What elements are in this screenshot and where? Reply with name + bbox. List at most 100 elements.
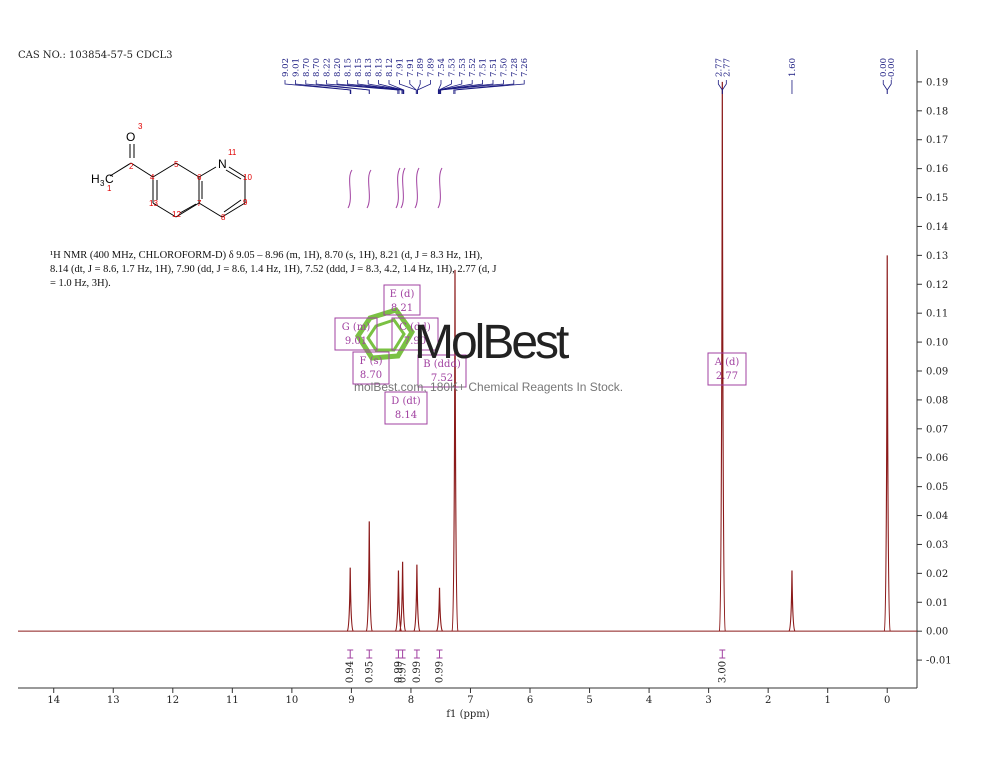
peak-label-leader bbox=[417, 80, 421, 94]
integral-bracket bbox=[399, 649, 406, 659]
atom-number: 4 bbox=[150, 173, 155, 182]
peak-label: 2.77 bbox=[722, 58, 732, 77]
x-tick-label: 10 bbox=[286, 695, 299, 706]
bond bbox=[152, 162, 177, 178]
peak-label: 0.00 bbox=[879, 58, 889, 77]
peak-label-leader bbox=[438, 80, 463, 94]
multiplet-shift: 2.77 bbox=[716, 371, 738, 382]
y2-tick-label: 0.17 bbox=[926, 135, 948, 146]
peak-label: 7.51 bbox=[489, 58, 499, 77]
y2-tick-label: 0.00 bbox=[926, 627, 948, 638]
multiplet-shift: 7.52 bbox=[431, 373, 453, 384]
integral-bracket bbox=[436, 649, 443, 659]
description-line: ¹H NMR (400 MHz, CHLOROFORM-D) δ 9.05 – … bbox=[50, 250, 483, 261]
peak-label: 7.50 bbox=[499, 58, 509, 77]
peak-label: -0.00 bbox=[887, 58, 897, 80]
watermark-tagline: molBest.com, 180K+ Chemical Reagents In … bbox=[354, 380, 623, 394]
peak-label: 7.89 bbox=[427, 58, 437, 77]
y2-tick-label: 0.01 bbox=[926, 598, 948, 609]
multiplet-label: G (m) bbox=[342, 322, 371, 333]
x-tick-label: 0 bbox=[884, 695, 890, 706]
x-tick-label: 12 bbox=[166, 695, 179, 706]
peak-label-leader bbox=[886, 80, 892, 94]
multiplet-label: B (ddd) bbox=[423, 359, 461, 370]
atom-number: 12 bbox=[172, 210, 181, 219]
integral-bracket bbox=[347, 649, 354, 659]
peak-label-leader bbox=[295, 80, 352, 94]
peak-label-leader bbox=[388, 80, 405, 94]
y2-tick-label: -0.01 bbox=[926, 656, 952, 667]
peak bbox=[346, 567, 354, 632]
bond bbox=[152, 202, 177, 218]
peak bbox=[718, 81, 726, 632]
peak-label: 8.13 bbox=[375, 58, 385, 77]
x-tick-label: 5 bbox=[586, 695, 592, 706]
multiplet-shift: 7.90 bbox=[404, 336, 426, 347]
peak-label: 7.89 bbox=[416, 58, 426, 77]
atom-number: 9 bbox=[243, 198, 248, 207]
integral-value: 0.99 bbox=[393, 661, 404, 683]
peak bbox=[365, 521, 373, 632]
y2-tick-label: 0.11 bbox=[926, 309, 948, 320]
y2-tick-label: 0.10 bbox=[926, 338, 948, 349]
peak-label-leader bbox=[417, 80, 431, 94]
multiplet-box bbox=[391, 317, 439, 351]
atom-number: 8 bbox=[221, 213, 226, 222]
peak-label: 8.13 bbox=[364, 58, 374, 77]
bond bbox=[179, 203, 197, 214]
x-tick-label: 9 bbox=[348, 695, 354, 706]
bond bbox=[175, 162, 200, 178]
multiplet-shift: 8.70 bbox=[360, 370, 382, 381]
peak-label-leader bbox=[439, 80, 473, 94]
x-tick-label: 13 bbox=[107, 695, 120, 706]
peak-label-leader bbox=[440, 80, 504, 94]
atom-subscript: 3 bbox=[100, 179, 105, 188]
peak bbox=[394, 570, 402, 632]
x-tick-label: 3 bbox=[705, 695, 711, 706]
y2-tick-label: 0.15 bbox=[926, 193, 948, 204]
integral-value: 0.99 bbox=[435, 661, 446, 683]
peak-label: 7.51 bbox=[479, 58, 489, 77]
peak-label: 7.26 bbox=[520, 58, 530, 77]
multiplet-label: E (d) bbox=[390, 289, 415, 300]
peak-label: 9.02 bbox=[281, 58, 291, 77]
peak-label-leader bbox=[378, 80, 404, 94]
peak bbox=[788, 570, 796, 632]
y2-tick-label: 0.14 bbox=[926, 222, 948, 233]
peak-label-leader bbox=[284, 80, 351, 94]
integral-value: 3.00 bbox=[717, 661, 728, 683]
peak-label: 9.01 bbox=[291, 58, 301, 77]
y2-tick-label: 0.06 bbox=[926, 453, 948, 464]
peak-label-leader bbox=[453, 80, 515, 94]
x-tick-label: 14 bbox=[47, 695, 60, 706]
integral-value: 0.94 bbox=[345, 661, 356, 683]
atom-number: 7 bbox=[197, 199, 202, 208]
multiplet-box bbox=[352, 351, 390, 385]
description-line: = 1.0 Hz, 3H). bbox=[50, 278, 111, 289]
peak-label: 1.60 bbox=[788, 58, 798, 77]
integral-bracket bbox=[395, 649, 402, 659]
integral-bracket bbox=[366, 649, 373, 659]
peak-label: 8.22 bbox=[323, 58, 333, 77]
y2-tick-label: 0.05 bbox=[926, 482, 948, 493]
peak-label-leader bbox=[439, 80, 494, 94]
multiplet-box bbox=[334, 317, 378, 351]
peak bbox=[883, 255, 891, 632]
multiplet-box bbox=[707, 352, 747, 386]
atom-number: 6 bbox=[197, 173, 202, 182]
peak-label-leader bbox=[454, 80, 525, 94]
peak-label-leader bbox=[326, 80, 399, 94]
bond bbox=[175, 202, 200, 218]
peak-label: 8.12 bbox=[385, 58, 395, 77]
y2-tick-label: 0.09 bbox=[926, 367, 948, 378]
peak-label-leader bbox=[409, 80, 417, 94]
atom-number: 1 bbox=[107, 184, 112, 193]
peak-label: 8.15 bbox=[343, 58, 353, 77]
atom-label: N bbox=[218, 157, 227, 171]
description-line: 8.14 (dt, J = 8.6, 1.7 Hz, 1H), 7.90 (dd… bbox=[50, 264, 496, 275]
atom-label: H bbox=[91, 172, 100, 186]
atom-number: 5 bbox=[174, 160, 179, 169]
multiplet-box bbox=[384, 391, 428, 425]
peak-label-leader bbox=[721, 80, 727, 94]
